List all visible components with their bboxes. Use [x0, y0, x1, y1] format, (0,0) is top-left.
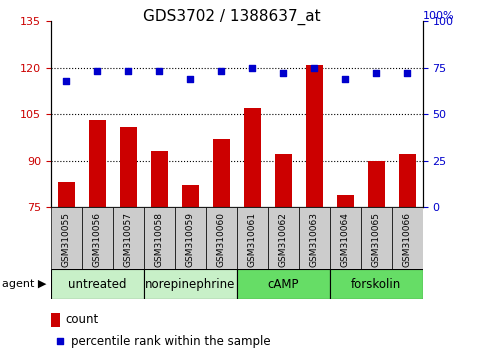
Bar [298, 207, 329, 269]
Bar [213, 139, 230, 207]
Text: agent ▶: agent ▶ [2, 279, 47, 289]
Bar [275, 154, 292, 207]
Bar [392, 207, 423, 269]
Text: norepinephrine: norepinephrine [145, 278, 235, 291]
Text: GSM310058: GSM310058 [155, 212, 164, 267]
Text: GSM310062: GSM310062 [279, 212, 288, 267]
Bar [51, 313, 60, 326]
Point [248, 65, 256, 70]
Text: GSM310057: GSM310057 [124, 212, 133, 267]
Bar [51, 207, 82, 269]
Text: forskolin: forskolin [351, 278, 401, 291]
Text: cAMP: cAMP [268, 278, 299, 291]
Bar [329, 269, 423, 299]
Point [372, 70, 380, 76]
Point [56, 338, 64, 344]
Bar [237, 207, 268, 269]
Bar [206, 207, 237, 269]
Point [217, 69, 225, 74]
Point [93, 69, 101, 74]
Bar [120, 127, 137, 207]
Bar [368, 161, 384, 207]
Bar [151, 152, 168, 207]
Point [124, 69, 132, 74]
Text: GSM310061: GSM310061 [248, 212, 256, 267]
Text: GSM310055: GSM310055 [62, 212, 71, 267]
Point [310, 65, 318, 70]
Text: GSM310056: GSM310056 [93, 212, 102, 267]
Point [156, 69, 163, 74]
Bar [182, 185, 199, 207]
Bar [306, 65, 323, 207]
Bar [337, 195, 354, 207]
Bar [175, 207, 206, 269]
Text: GSM310065: GSM310065 [371, 212, 381, 267]
Bar [113, 207, 144, 269]
Bar [237, 269, 330, 299]
Point [186, 76, 194, 82]
Text: untreated: untreated [68, 278, 127, 291]
Text: GSM310066: GSM310066 [403, 212, 412, 267]
Point [403, 70, 411, 76]
Text: GSM310064: GSM310064 [341, 212, 350, 267]
Bar [144, 269, 237, 299]
Bar [329, 207, 361, 269]
Bar [268, 207, 298, 269]
Text: GDS3702 / 1388637_at: GDS3702 / 1388637_at [143, 9, 321, 25]
Text: count: count [66, 313, 99, 326]
Text: percentile rank within the sample: percentile rank within the sample [71, 335, 271, 348]
Bar [82, 207, 113, 269]
Point [62, 78, 70, 84]
Bar [243, 108, 261, 207]
Bar [51, 269, 144, 299]
Bar [361, 207, 392, 269]
Point [279, 70, 287, 76]
Text: GSM310059: GSM310059 [185, 212, 195, 267]
Bar [398, 154, 416, 207]
Text: GSM310063: GSM310063 [310, 212, 319, 267]
Bar [57, 182, 75, 207]
Bar [144, 207, 175, 269]
Bar [89, 120, 106, 207]
Point [341, 76, 349, 82]
Text: GSM310060: GSM310060 [217, 212, 226, 267]
Text: 100%: 100% [423, 11, 454, 21]
